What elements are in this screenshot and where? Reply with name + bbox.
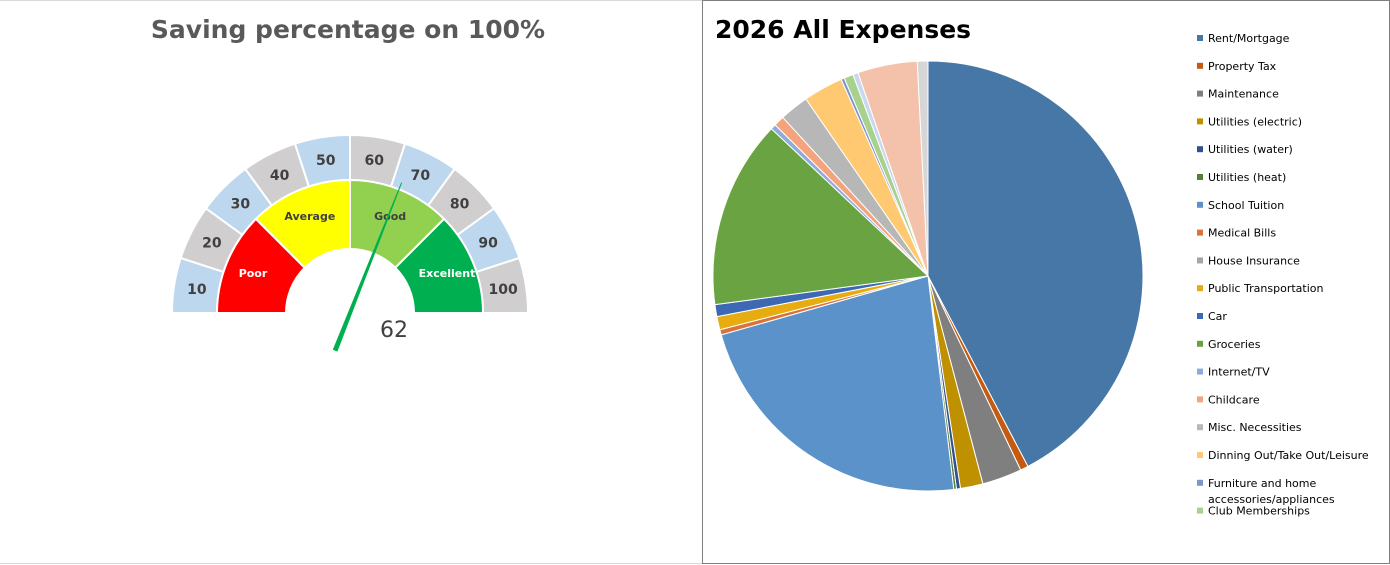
gauge-scale: 10 20 30 40 50 60 70 80 90 100 xyxy=(170,133,530,314)
pie-panel: 2026 All Expenses Rent/Mortgage Property … xyxy=(702,0,1390,564)
pie-slice xyxy=(720,275,955,492)
legend-swatch xyxy=(1197,396,1203,403)
gauge-tick-label: 100 xyxy=(488,282,517,298)
legend-label: Maintenance xyxy=(1208,88,1279,101)
legend-label: Car xyxy=(1208,310,1227,323)
legend-label: Furniture and home accessories/appliances xyxy=(1208,477,1335,506)
gauge-needle xyxy=(332,182,403,352)
gauge-title: Saving percentage on 100% xyxy=(151,15,545,44)
pie-slice xyxy=(712,128,930,306)
legend-label: Misc. Necessities xyxy=(1208,421,1302,434)
legend-swatch xyxy=(1197,313,1203,319)
pie-slice xyxy=(916,60,929,277)
pie-slice xyxy=(927,60,1144,468)
legend-label: Utilities (water) xyxy=(1208,143,1293,156)
saving-gauge-chart: Saving percentage on 100% 10 20 30 40 50 60 70… xyxy=(151,15,545,352)
gauge-band-label: Poor xyxy=(239,267,268,280)
gauge-band-label: Average xyxy=(284,210,335,223)
legend-swatch xyxy=(1197,62,1203,69)
legend-swatch xyxy=(1197,146,1203,153)
legend-swatch xyxy=(1197,479,1203,486)
gauge-tick-label: 70 xyxy=(411,168,431,184)
legend-swatch xyxy=(1197,118,1203,125)
legend-swatch xyxy=(1197,452,1203,458)
legend-swatch xyxy=(1197,90,1203,97)
legend-label: Club Memberships xyxy=(1208,505,1310,518)
legend-label: Property Tax xyxy=(1208,60,1277,73)
legend-swatch xyxy=(1197,507,1203,514)
legend-swatch xyxy=(1197,35,1203,41)
gauge-bands: Poor Average Good Excellent xyxy=(215,178,485,314)
gauge-tick-label: 80 xyxy=(450,196,470,212)
legend-swatch xyxy=(1197,424,1203,431)
legend-label: Public Transportation xyxy=(1208,282,1324,295)
legend-swatch xyxy=(1197,340,1203,347)
legend-swatch xyxy=(1197,201,1203,208)
gauge-needle-group xyxy=(332,182,403,352)
gauge-tick-label: 10 xyxy=(187,282,207,298)
legend-label: Internet/TV xyxy=(1208,366,1270,379)
legend-label: Medical Bills xyxy=(1208,227,1276,240)
legend-swatch xyxy=(1197,174,1203,180)
legend-label: House Insurance xyxy=(1208,254,1300,267)
pie-legend: Rent/Mortgage Property Tax Maintenance Util… xyxy=(1197,32,1369,518)
gauge-band xyxy=(393,217,485,314)
gauge-tick-label: 60 xyxy=(365,153,385,169)
legend-label: Rent/Mortgage xyxy=(1208,32,1290,45)
gauge-value-label: 62 xyxy=(380,318,408,343)
legend-swatch xyxy=(1197,229,1203,236)
legend-swatch xyxy=(1197,368,1203,375)
legend-label: School Tuition xyxy=(1208,199,1284,212)
pie-title: 2026 All Expenses xyxy=(715,15,971,44)
gauge-tick-label: 30 xyxy=(231,196,251,212)
gauge-tick-label: 20 xyxy=(202,236,222,252)
legend-swatch xyxy=(1197,285,1203,292)
expenses-pie-chart: 2026 All Expenses Rent/Mortgage Property … xyxy=(712,15,1369,518)
gauge-panel: Saving percentage on 100% 10 20 30 40 50 60 70… xyxy=(0,0,702,564)
legend-swatch xyxy=(1197,257,1203,264)
gauge-tick-label: 90 xyxy=(478,236,498,252)
gauge-band-label: Good xyxy=(374,210,406,223)
gauge-band-label: Excellent xyxy=(419,267,476,280)
legend-label: Childcare xyxy=(1208,393,1260,406)
legend-label: Utilities (electric) xyxy=(1208,115,1302,128)
legend-label: Dinning Out/Take Out/Leisure xyxy=(1208,449,1369,462)
pie-slices xyxy=(712,60,1144,492)
gauge-tick-label: 40 xyxy=(270,168,290,184)
legend-label: Groceries xyxy=(1208,338,1261,351)
gauge-tick-label: 50 xyxy=(316,153,336,169)
legend-label: Utilities (heat) xyxy=(1208,171,1286,184)
